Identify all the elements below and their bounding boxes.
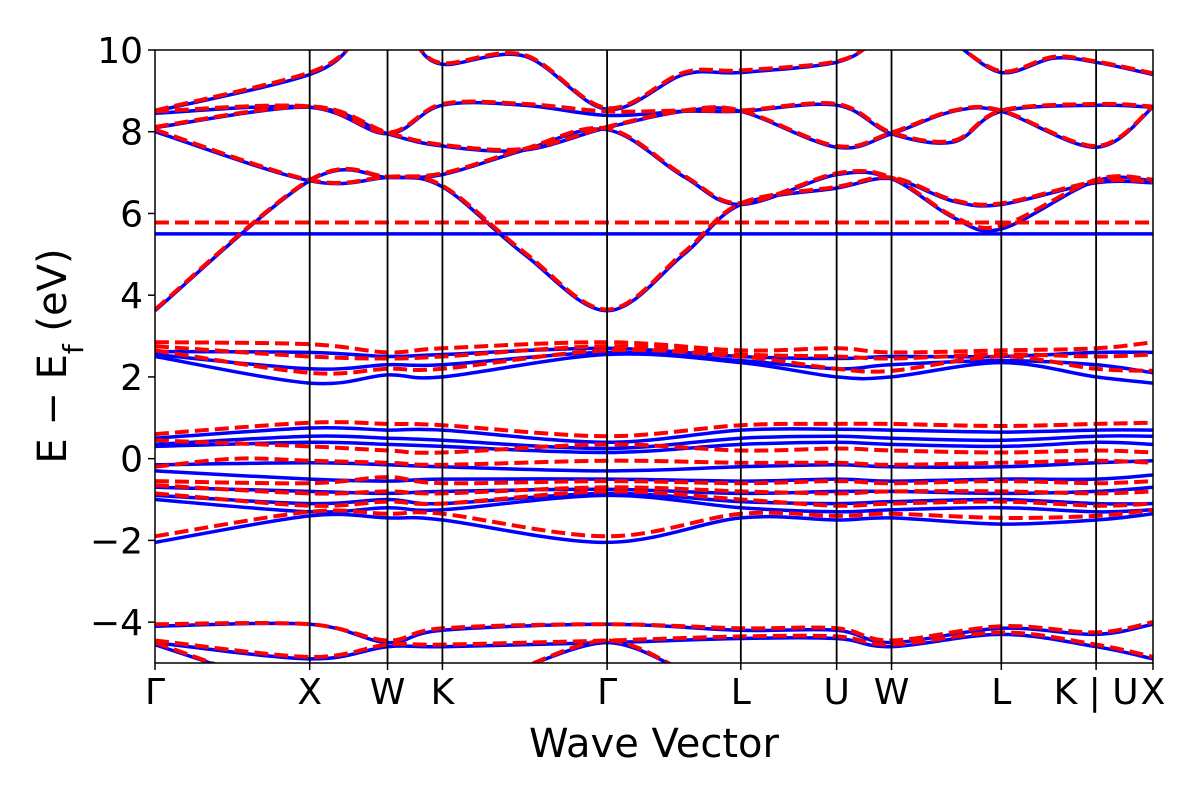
bands-layer (155, 50, 1153, 663)
solid-band-line (155, 632, 1153, 661)
y-tick-label: −4 (90, 603, 143, 644)
solid-band-line (155, 352, 1153, 386)
dashed-band-line (155, 630, 1153, 659)
x-axis-label: Wave Vector (529, 721, 780, 767)
solid-band-line (155, 346, 1153, 361)
y-axis-label: E − Ef (eV) (30, 248, 90, 463)
y-tick-label: 10 (97, 31, 143, 72)
y-tick-label: 0 (120, 440, 143, 481)
solid-band-line (155, 440, 1153, 455)
solid-band-line (155, 491, 1153, 506)
x-tick-label: K | U (1054, 672, 1139, 713)
dashed-band-line (155, 640, 218, 663)
x-tick-label: W (874, 672, 910, 713)
dashed-band-line (155, 483, 1153, 496)
high-symmetry-lines (308, 50, 1098, 663)
dashed-band-line (418, 50, 866, 111)
y-tick-label: 8 (120, 113, 143, 154)
x-tick-label: X (297, 672, 322, 713)
solid-band-line (155, 458, 1153, 473)
solid-band-line (155, 127, 1153, 233)
y-axis: −4 −2 0 2 4 6 8 10 (90, 31, 155, 644)
x-tick-label: Γ (597, 672, 617, 713)
solid-band-line (418, 50, 866, 112)
y-tick-label: −2 (90, 521, 143, 562)
dashed-band-line (155, 347, 1153, 376)
y-tick-label: 6 (120, 194, 143, 235)
dashed-band-line (155, 475, 1153, 486)
dashed-band-line (155, 489, 1153, 508)
x-tick-label: X (1141, 672, 1166, 713)
solid-band-line (155, 512, 1153, 545)
x-tick-label: Γ (145, 672, 165, 713)
x-tick-label: K (431, 672, 456, 713)
dashed-band-line (155, 620, 1153, 643)
solid-band-line (155, 469, 1153, 483)
dashed-band-line (155, 166, 1153, 312)
x-tick-label: L (731, 672, 751, 713)
dashed-band-line (961, 50, 1153, 76)
solid-band-line (155, 168, 1153, 313)
solid-band-line (155, 434, 1153, 451)
dashed-band-line (155, 125, 1153, 230)
dashed-band-line (155, 438, 1153, 455)
dashed-band-line (155, 99, 1153, 144)
plot-frame (154, 49, 1154, 664)
x-tick-label: W (370, 672, 406, 713)
y-tick-label: 2 (120, 358, 143, 399)
x-tick-label: L (991, 672, 1011, 713)
solid-band-line (155, 50, 350, 114)
y-tick-label: 4 (120, 276, 143, 317)
x-tick-label: U (823, 672, 849, 713)
solid-band-line (155, 425, 1153, 445)
dashed-band-line (155, 507, 1153, 539)
dashed-band-line (155, 50, 350, 113)
